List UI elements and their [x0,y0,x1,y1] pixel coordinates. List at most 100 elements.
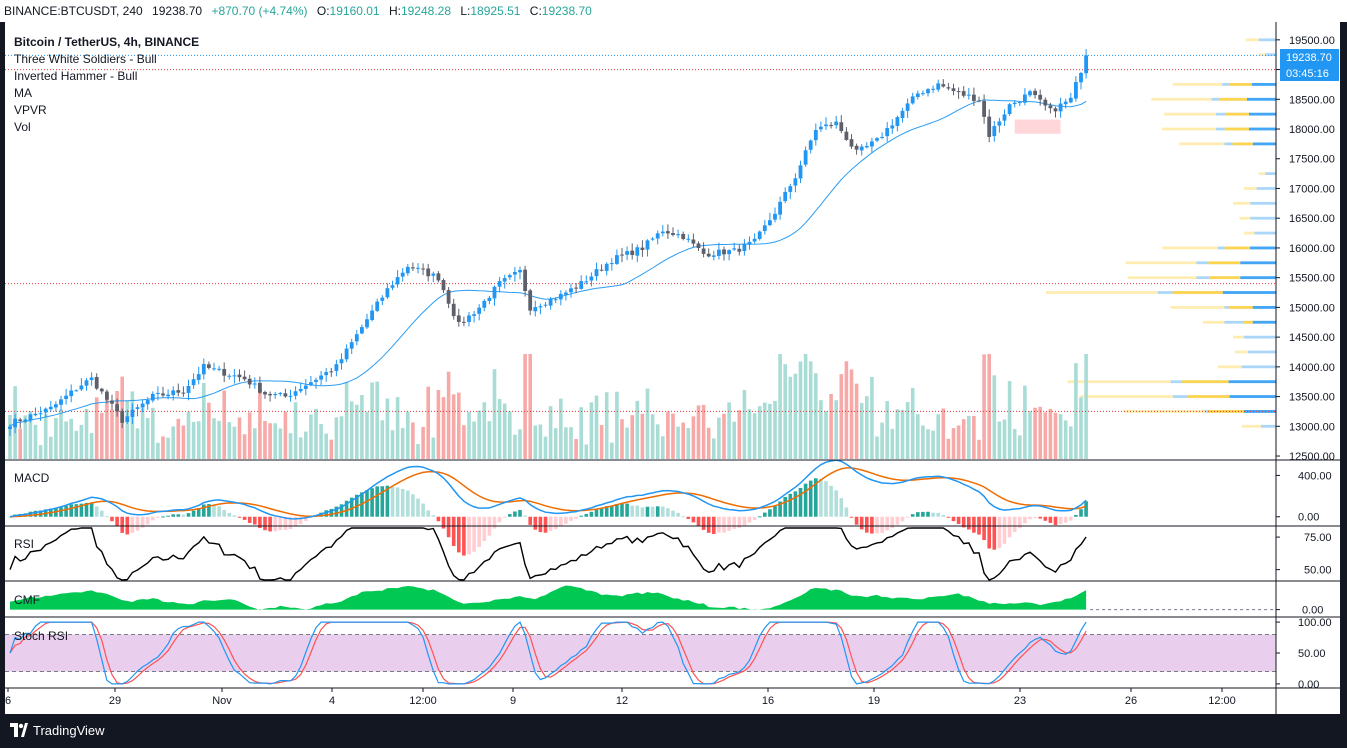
macd-histogram-bar [559,516,563,527]
volume-bar [406,411,410,459]
candle-body [1074,82,1078,99]
chart-area[interactable]: 19500.0019000.0018500.0018000.0017500.00… [5,22,1340,714]
macd-histogram-bar [28,511,33,517]
candle-body [456,315,461,322]
legend-item-vpvr[interactable]: VPVR [14,103,47,117]
volume-bar [533,425,538,459]
legend-item-three-white-soldiers[interactable]: Three White Soldiers - Bull [14,52,157,66]
macd-histogram-bar [773,505,777,517]
volume-bar [508,411,512,459]
candle-body [854,145,859,150]
macd-histogram-bar [232,515,237,517]
volume-bar [115,390,119,459]
macd-histogram-bar [370,488,374,517]
vpvr-bar-up [1250,216,1276,220]
candle-body [946,87,951,89]
macd-histogram-bar [844,507,849,517]
legend-item-ma[interactable]: MA [14,86,32,100]
candle-body [120,410,125,423]
volume-bar [1033,407,1037,459]
volume-bar [400,427,405,459]
volume-bar [207,402,211,459]
tradingview-logo-icon[interactable] [10,723,28,737]
macd-histogram-bar [732,516,736,529]
macd-histogram-bar [905,516,910,518]
macd-histogram-bar [763,512,767,517]
macd-histogram-bar [931,512,935,517]
legend-item-inverted-hammer[interactable]: Inverted Hammer - Bull [14,69,137,83]
candle-body [115,404,119,412]
candle-body [997,121,1002,126]
price-tick-label: 16000.00 [1289,243,1335,255]
candle-body [283,393,288,397]
volume-bar [416,444,420,459]
candle-body [788,186,793,192]
volume-bar [676,426,680,459]
volume-bar [824,411,828,459]
volume-bar [451,394,456,459]
volume-bar [615,391,619,459]
macd-histogram-bar [910,514,915,517]
macd-histogram-bar [1018,516,1022,529]
volume-bar [599,425,604,459]
macd-tick-label: 0.00 [1298,512,1319,524]
candle-body [150,393,155,401]
candle-body [390,285,395,288]
candle-body [660,231,665,234]
vpvr-bar-down [1245,38,1259,42]
volume-bar [487,421,492,459]
tradingview-brand[interactable]: TradingView [33,723,105,738]
volume-bar [645,388,650,459]
macd-histogram-bar [1058,516,1063,525]
volume-bar [492,369,497,459]
volume-bar [559,398,563,459]
candle-body [819,126,823,130]
volume-bars [8,354,1088,459]
volume-bar [992,375,997,459]
moving-average [9,99,1087,427]
volume-bar [436,389,441,459]
macd-histogram-bar [1007,516,1012,538]
volume-bar [1084,354,1088,459]
candle-body [599,269,604,271]
macd-histogram-bar [992,516,997,550]
candle-body [579,281,584,289]
volume-bar [1028,410,1032,459]
candle-body [288,395,293,397]
candle-body [915,93,920,98]
macd-histogram-bar [324,510,328,517]
vpvr-bar-up-core [1240,261,1276,265]
vpvr-bar-up-core [1222,291,1276,294]
volume-bar [390,430,395,459]
macd-histogram-bar [854,516,859,525]
candle-body [166,394,170,397]
macd-histogram-bar [304,516,308,521]
macd-histogram-bar [538,516,543,533]
candle-body [1068,97,1073,103]
candle-body [783,191,788,202]
volume-bar [849,369,854,459]
price-tick-label: 13000.00 [1289,421,1335,433]
volume-bar [951,428,956,459]
legend-item-vol[interactable]: Vol [14,120,31,134]
candle-body [768,220,772,226]
candle-body [533,307,538,312]
volume-bar [839,374,844,459]
candle-body [8,426,12,429]
volume-bar [819,400,823,459]
volume-bar [722,413,726,459]
chart-canvas[interactable]: 19500.0019000.0018500.0018000.0017500.00… [5,22,1340,714]
vpvr-bar-down [1162,246,1218,250]
candle-body [181,392,186,394]
candle-body [548,298,553,306]
candle-body [431,273,436,276]
macd-histogram-bar [671,510,675,517]
candle-body [1043,99,1048,106]
open-label: O: [316,4,330,18]
symbol-label[interactable]: BINANCE:BTCUSDT, 240 [4,4,143,18]
volume-bar [319,423,323,459]
volume-bar [706,427,711,459]
price-badge-countdown: 03:45:16 [1286,68,1329,80]
candle-body [635,247,640,256]
macd-histogram-bar [472,516,476,552]
